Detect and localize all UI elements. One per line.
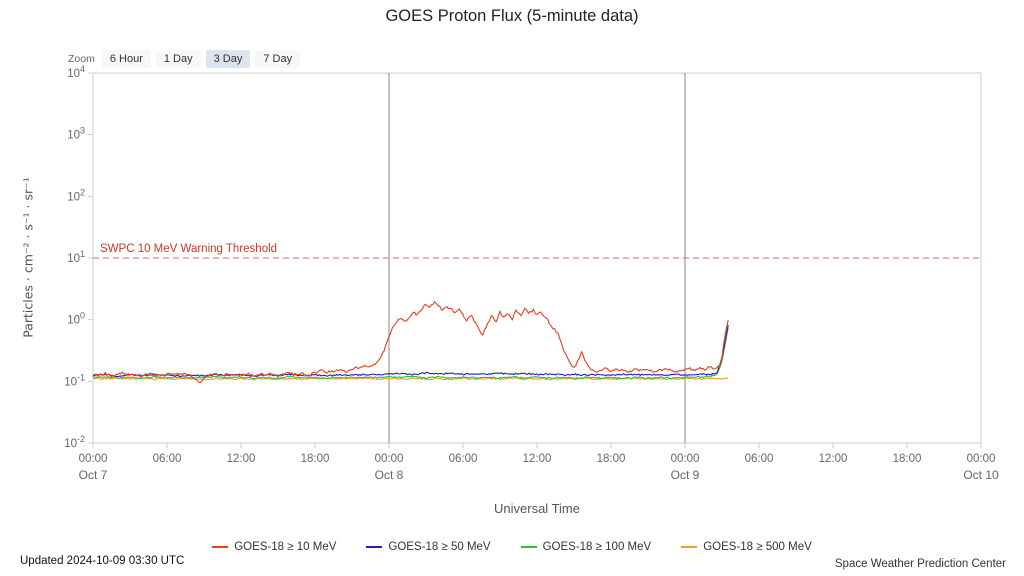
zoom-1day-button[interactable]: 1 Day: [155, 50, 201, 69]
chart-title: GOES Proton Flux (5-minute data): [385, 7, 639, 25]
x-tick-label: 18:00: [301, 453, 330, 465]
legend-color-swatch: [212, 546, 229, 548]
legend-item-10mev[interactable]: GOES-18 ≥ 10 MeV: [212, 541, 336, 553]
x-date-label: Oct 9: [671, 468, 700, 482]
zoom-6hour-button[interactable]: 6 Hour: [101, 50, 151, 69]
legend-item-50mev[interactable]: GOES-18 ≥ 50 MeV: [366, 541, 491, 553]
x-tick-label: 00:00: [671, 453, 700, 465]
legend-item-500mev[interactable]: GOES-18 ≥ 500 MeV: [681, 541, 812, 553]
y-tick-label: 10-2: [64, 434, 85, 450]
x-tick-label: 00:00: [967, 453, 996, 465]
zoom-7day-button[interactable]: 7 Day: [255, 50, 301, 69]
zoom-range-selector: Zoom 6 Hour 1 Day 3 Day 7 Day: [68, 50, 301, 69]
x-tick-label: 00:00: [375, 453, 404, 465]
legend-color-swatch: [520, 546, 537, 548]
legend-item-100mev[interactable]: GOES-18 ≥ 100 MeV: [520, 541, 652, 553]
x-tick-label: 18:00: [597, 453, 626, 465]
x-tick-label: 12:00: [227, 453, 256, 465]
y-tick-label: 104: [67, 64, 85, 80]
zoom-label: Zoom: [68, 53, 95, 66]
zoom-3day-button[interactable]: 3 Day: [205, 50, 251, 69]
y-tick-label: 103: [67, 126, 85, 142]
warning-threshold-label: SWPC 10 MeV Warning Threshold: [100, 243, 277, 255]
x-axis-title: Universal Time: [494, 501, 580, 516]
x-date-label: Oct 7: [79, 468, 108, 482]
legend-label: GOES-18 ≥ 100 MeV: [542, 541, 652, 553]
x-tick-label: 06:00: [153, 453, 182, 465]
series-line-2: [92, 327, 729, 380]
x-tick-label: 06:00: [745, 453, 774, 465]
legend-label: GOES-18 ≥ 500 MeV: [703, 541, 812, 553]
x-tick-label: 18:00: [893, 453, 922, 465]
y-tick-label: 10-1: [64, 372, 85, 388]
x-tick-label: 12:00: [523, 453, 552, 465]
legend: GOES-18 ≥ 10 MeV GOES-18 ≥ 50 MeV GOES-1…: [0, 541, 1024, 553]
x-tick-label: 00:00: [79, 453, 108, 465]
legend-color-swatch: [366, 546, 383, 548]
series-line-1: [92, 324, 729, 378]
updated-timestamp: Updated 2024-10-09 03:30 UTC: [20, 555, 185, 567]
y-tick-label: 102: [67, 187, 85, 203]
y-axis-title: Particles · cm⁻² · s⁻¹ · sr⁻¹: [20, 177, 36, 338]
x-tick-label: 06:00: [449, 453, 478, 465]
legend-color-swatch: [681, 546, 698, 548]
x-date-label: Oct 8: [375, 468, 404, 482]
y-tick-label: 101: [67, 249, 85, 265]
x-tick-label: 12:00: [819, 453, 848, 465]
source-credit: Space Weather Prediction Center: [834, 558, 1006, 570]
legend-label: GOES-18 ≥ 50 MeV: [388, 541, 491, 553]
legend-label: GOES-18 ≥ 10 MeV: [234, 541, 337, 553]
y-tick-label: 100: [67, 311, 85, 327]
x-date-label: Oct 10: [963, 468, 999, 482]
series-line-0: [92, 301, 729, 384]
